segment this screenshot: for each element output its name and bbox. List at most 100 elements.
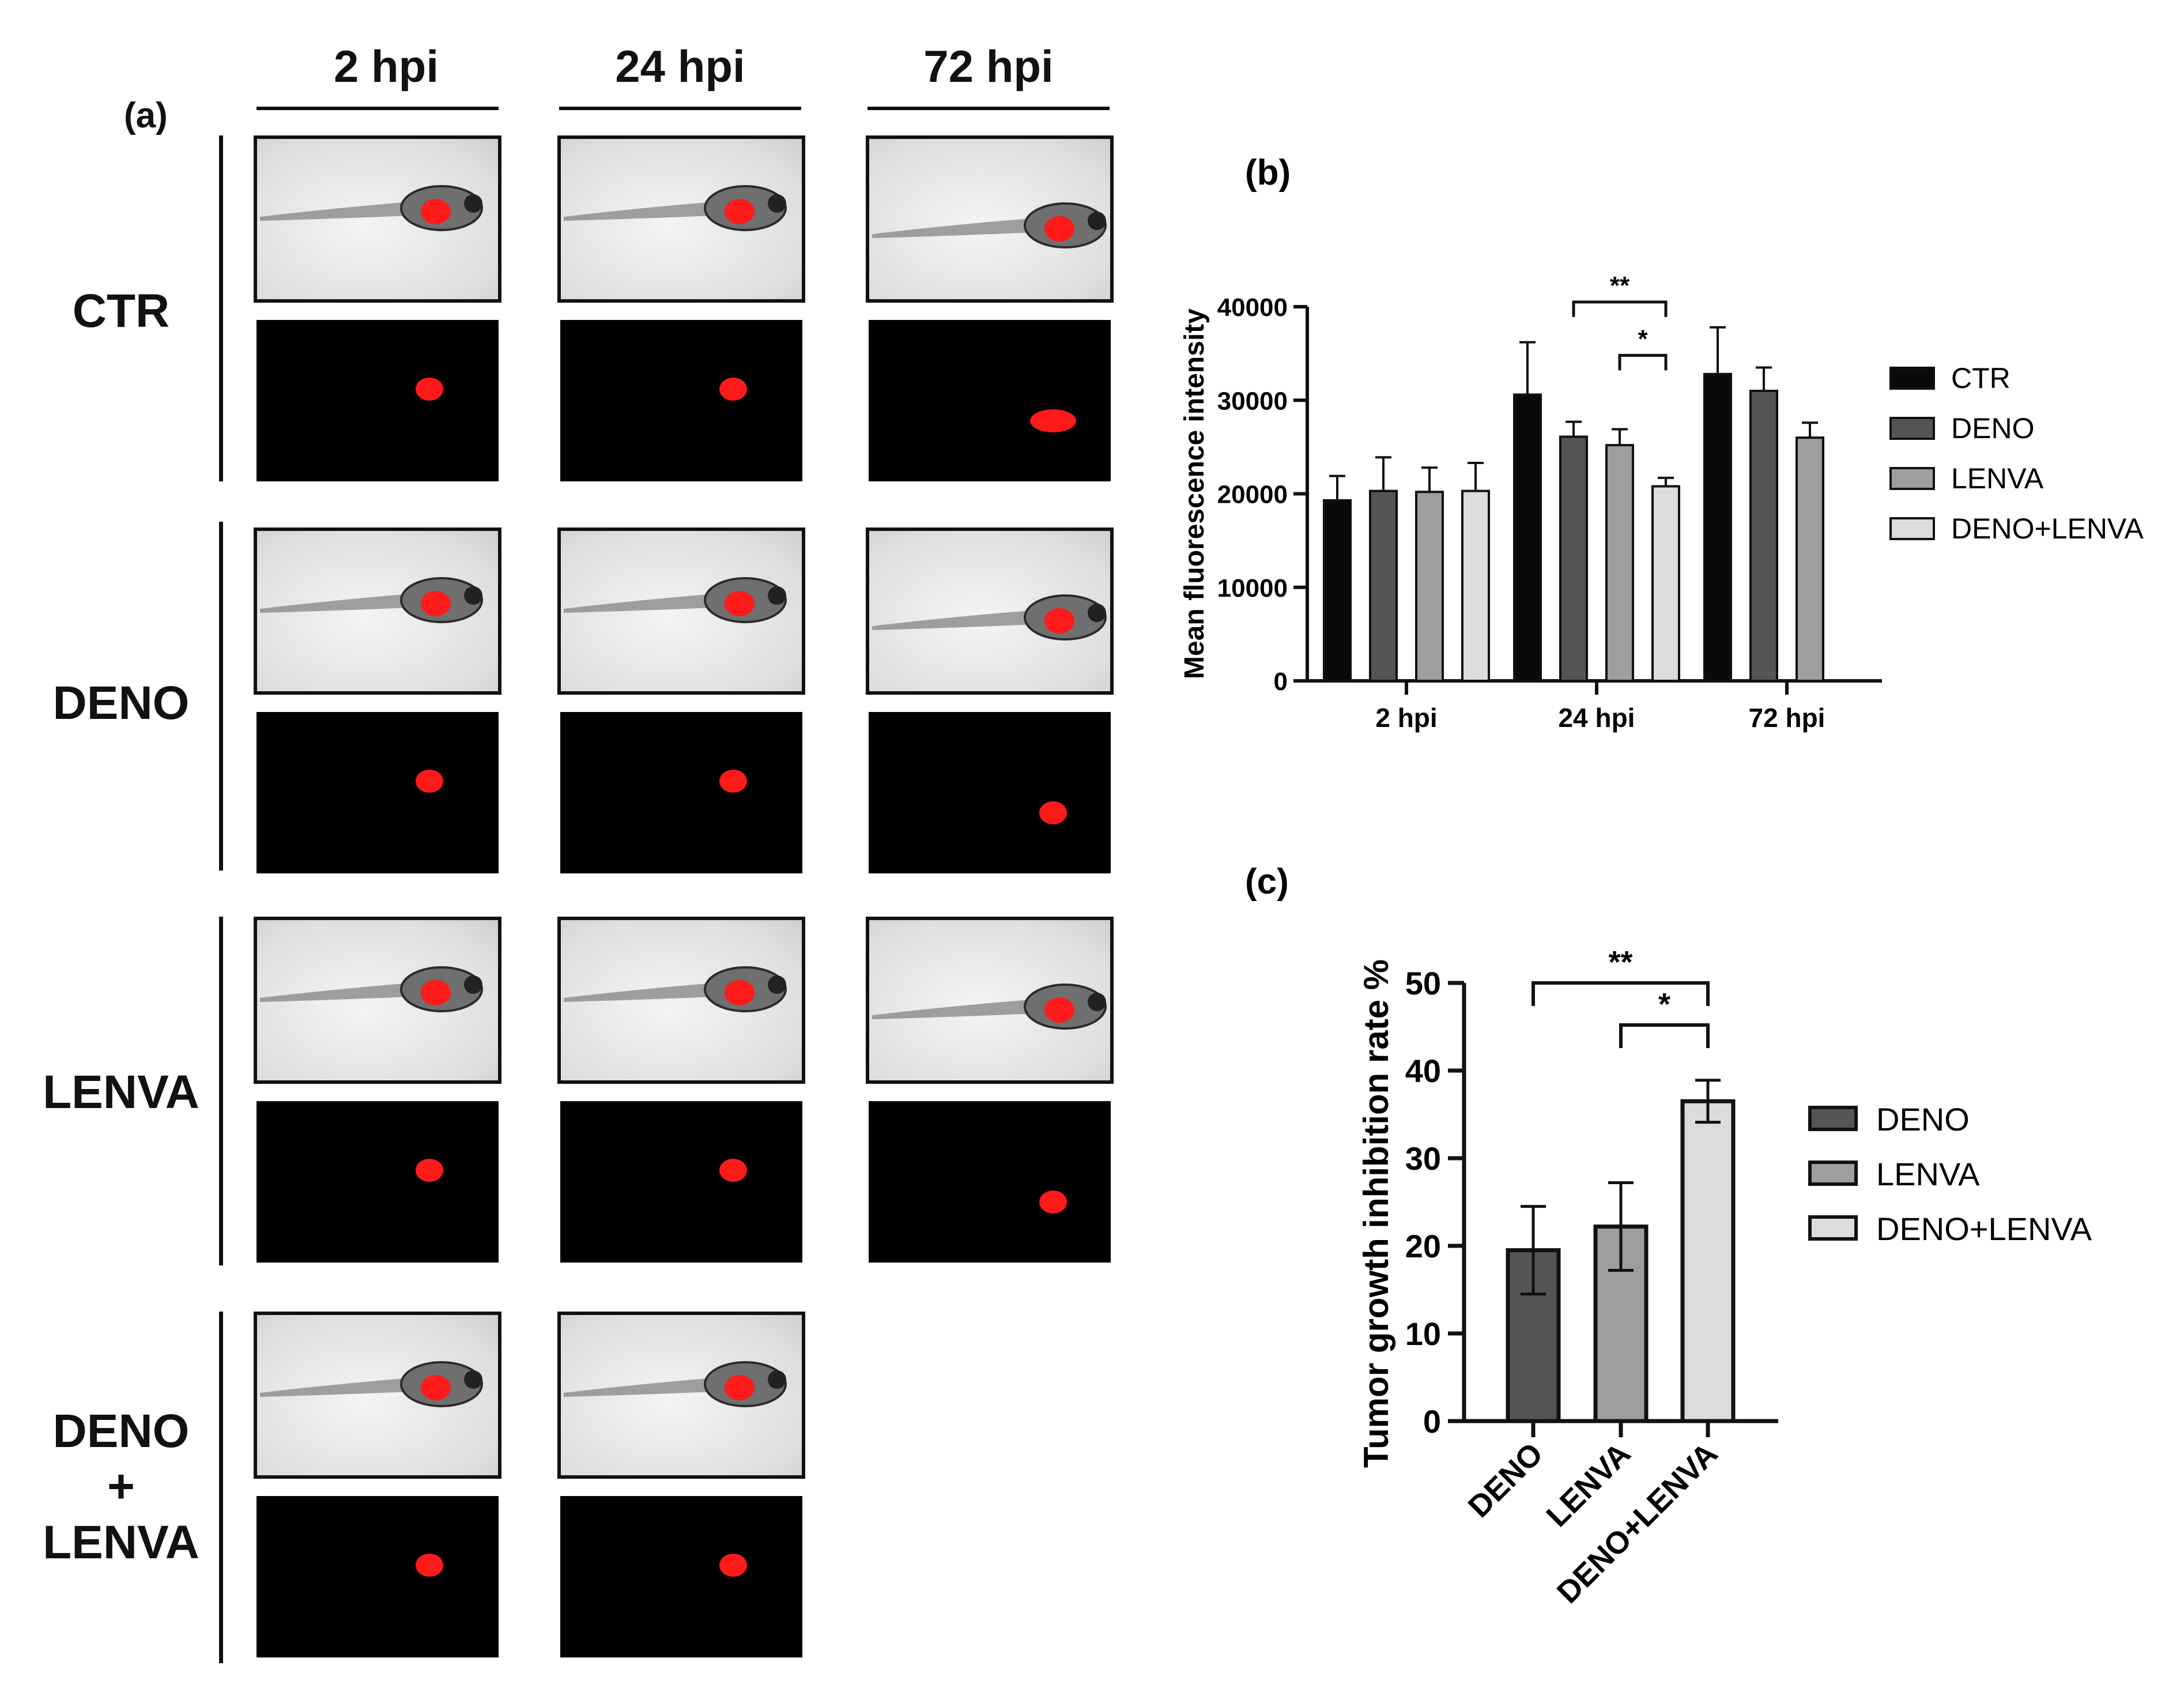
tumor-fluorescence-shape — [719, 1159, 747, 1182]
legend-swatch — [1889, 367, 1935, 390]
fluorescence-image — [257, 712, 499, 873]
larva-tail-shape — [872, 1000, 1036, 1019]
tumor-signal-icon — [719, 378, 747, 401]
legend-label: LENVA — [1951, 462, 2044, 495]
panel-c-label: (c) — [1245, 862, 1289, 902]
bar-ctr — [1703, 372, 1732, 682]
tumor-signal-icon — [416, 1554, 443, 1577]
larva-eye-shape — [464, 975, 482, 994]
bar-deno-lenva — [1680, 1099, 1736, 1423]
brightfield-image — [866, 528, 1114, 695]
larva-eye-shape — [768, 975, 786, 994]
fluorescence-image — [869, 1101, 1111, 1263]
fluorescence-image — [869, 320, 1111, 481]
tumor-fluorescence-shape — [719, 1554, 747, 1577]
legend-swatch — [1808, 1161, 1858, 1186]
panel-b-label: (b) — [1245, 153, 1291, 193]
time-underline-24hpi — [559, 107, 801, 110]
significance-label: * — [1658, 987, 1670, 1022]
brightfield-image — [254, 917, 501, 1084]
tumor-fluorescence-shape — [1039, 1190, 1067, 1214]
tumor-overlay-shape — [421, 591, 451, 616]
significance-bracket — [1618, 353, 1668, 371]
group-divider-lenva — [219, 917, 223, 1265]
tumor-overlay-shape — [725, 980, 755, 1005]
significance-bracket — [1572, 300, 1668, 317]
legend-label: DENO+LENVA — [1951, 513, 2144, 545]
group-label-line: DENO — [52, 676, 190, 729]
tumor-fluorescence-shape — [719, 770, 747, 793]
bar-ctr — [1323, 499, 1352, 682]
larva-eye-shape — [464, 1370, 482, 1389]
group-label-ctr: CTR — [12, 284, 231, 340]
y-tick-label: 20000 — [1217, 481, 1288, 509]
tumor-signal-icon — [416, 770, 443, 793]
larva-tail-shape — [260, 982, 424, 1002]
zebrafish-larva-icon — [564, 185, 787, 231]
larva-tail-shape — [564, 982, 728, 1002]
brightfield-image — [254, 1312, 501, 1479]
group-divider-ctr — [219, 135, 223, 481]
zebrafish-larva-icon — [260, 1361, 483, 1407]
tumor-signal-icon — [719, 1159, 747, 1182]
group-label-line: CTR — [72, 284, 170, 337]
legend-label: CTR — [1951, 362, 2011, 394]
legend-swatch — [1808, 1106, 1858, 1131]
y-axis-title: Tumor growth inhibition rate % — [1357, 959, 1395, 1468]
larva-tail-shape — [260, 593, 424, 613]
group-label-line: + — [107, 1460, 135, 1513]
tumor-fluorescence-shape — [1030, 409, 1076, 432]
zebrafish-larva-icon — [564, 577, 787, 623]
legend-swatch — [1808, 1215, 1858, 1241]
tumor-signal-icon — [416, 1159, 443, 1182]
larva-tail-shape — [260, 201, 424, 221]
zebrafish-larva-icon — [564, 966, 787, 1012]
fluorescence-image — [257, 1496, 499, 1657]
y-axis-title: Mean fluorescence intensity — [1179, 308, 1210, 679]
bar-lenva — [1415, 491, 1444, 682]
tumor-signal-icon — [1030, 409, 1076, 432]
brightfield-image — [557, 917, 805, 1084]
legend-swatch — [1889, 467, 1935, 490]
larva-tail-shape — [564, 1377, 728, 1397]
fluorescence-image — [560, 712, 802, 873]
significance-label: * — [1638, 325, 1648, 353]
zebrafish-larva-icon — [872, 202, 1107, 248]
x-tick-label: DENO — [1462, 1436, 1550, 1524]
group-label-line: DENO — [52, 1404, 190, 1457]
fluorescence-image — [257, 320, 499, 481]
fluorescence-image — [869, 712, 1111, 873]
group-label-line: LENVA — [43, 1065, 199, 1118]
tumor-signal-icon — [1039, 1190, 1067, 1214]
significance-bracket — [1532, 981, 1710, 1006]
time-underline-72hpi — [867, 107, 1110, 110]
tumor-fluorescence-shape — [1039, 801, 1067, 824]
larva-eye-shape — [464, 194, 482, 213]
tumor-overlay-shape — [421, 199, 451, 224]
zebrafish-larva-icon — [260, 185, 483, 231]
brightfield-image — [254, 528, 501, 695]
tumor-signal-icon — [1039, 801, 1067, 824]
y-tick-label: 30000 — [1217, 387, 1288, 415]
fluorescence-image — [257, 1101, 499, 1263]
bar-lenva — [1605, 444, 1634, 682]
tumor-overlay-shape — [421, 1375, 451, 1400]
tumor-fluorescence-shape — [416, 378, 443, 401]
brightfield-image — [866, 917, 1114, 1084]
larva-tail-shape — [564, 593, 728, 613]
y-tick-label: 40000 — [1217, 293, 1288, 322]
y-tick-label: 50 — [1405, 965, 1441, 1001]
tumor-overlay-shape — [725, 1375, 755, 1400]
group-label-lenva: LENVA — [12, 1065, 231, 1121]
tumor-fluorescence-shape — [416, 1159, 443, 1182]
x-tick-label: 2 hpi — [1375, 703, 1437, 733]
larva-eye-shape — [464, 586, 482, 605]
larva-tail-shape — [564, 201, 728, 221]
larva-eye-shape — [768, 1370, 786, 1389]
time-underline-2hpi — [257, 107, 499, 110]
larva-tail-shape — [872, 218, 1036, 238]
x-tick-label: 72 hpi — [1749, 703, 1825, 733]
bar-deno-lenva — [1651, 485, 1680, 683]
bar-deno — [1369, 489, 1398, 682]
